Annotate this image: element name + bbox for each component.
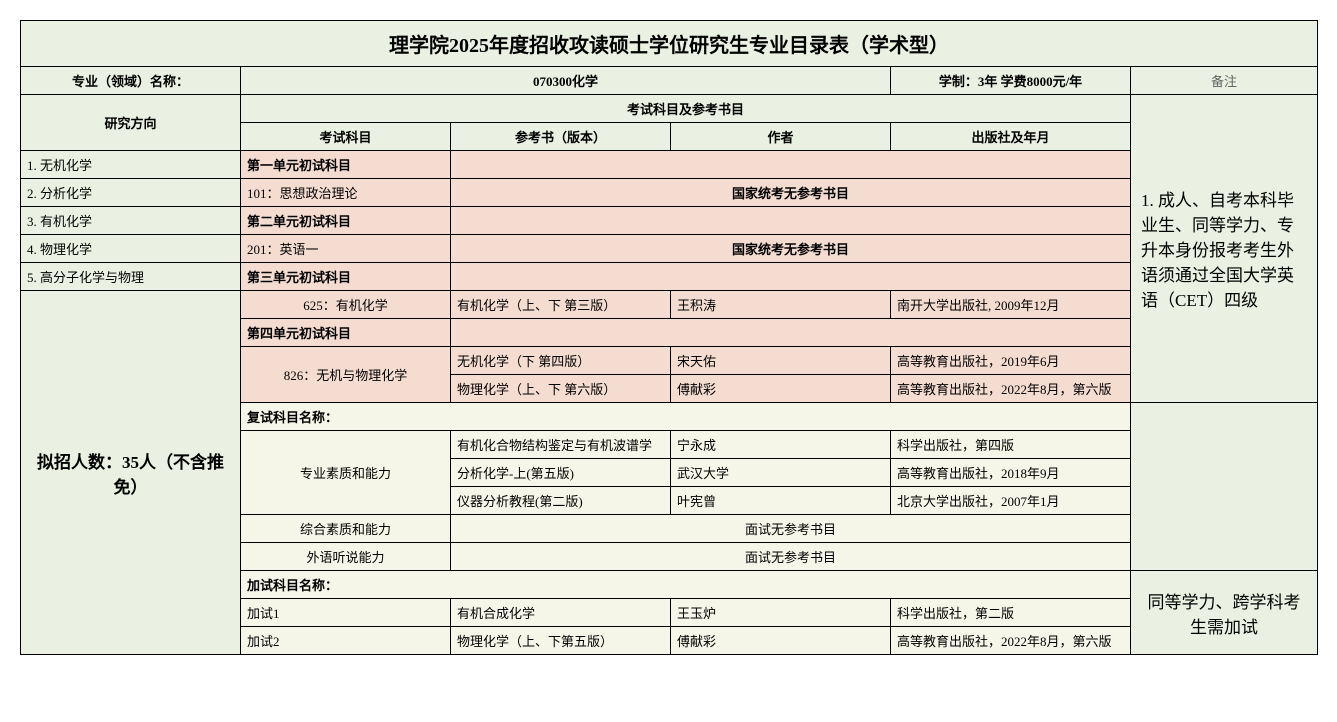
page-title: 理学院2025年度招收攻读硕士学位研究生专业目录表（学术型） [21,21,1318,67]
col-author: 作者 [671,123,891,151]
duration-fee: 学制：3年 学费8000元/年 [891,67,1131,95]
retest-s1-pub3: 北京大学出版社，2007年1月 [891,487,1131,515]
direction-1: 1. 无机化学 [21,151,241,179]
direction-2: 2. 分析化学 [21,179,241,207]
retest-s1-pub1: 科学出版社，第四版 [891,431,1131,459]
subj-101-note: 国家统考无参考书目 [451,179,1131,207]
notes-1: 1. 成人、自考本科毕业生、同等学力、专升本身份报考考生外语须通过全国大学英语（… [1131,95,1318,403]
subj-826-pub1: 高等教育出版社，2019年6月 [891,347,1131,375]
subj-826-author1: 宋天佑 [671,347,891,375]
retest-s1-book2: 分析化学-上(第五版) [451,459,671,487]
notes-blank [1131,403,1318,571]
col-exam: 考试科目 [241,123,451,151]
add2-pub: 高等教育出版社，2022年8月，第六版 [891,627,1131,655]
catalog-table: 理学院2025年度招收攻读硕士学位研究生专业目录表（学术型） 专业（领域）名称：… [20,20,1318,655]
notes-header: 备注 [1131,67,1318,95]
subj-625-author: 王积涛 [671,291,891,319]
unit-3: 第三单元初试科目 [241,263,451,291]
retest-s3: 外语听说能力 [241,543,451,571]
subj-625-pub: 南开大学出版社, 2009年12月 [891,291,1131,319]
unit-1: 第一单元初试科目 [241,151,451,179]
col-book: 参考书（版本） [451,123,671,151]
retest-s1: 专业素质和能力 [241,431,451,515]
subj-201: 201：英语一 [241,235,451,263]
notes-2: 同等学力、跨学科考生需加试 [1131,571,1318,655]
unit1-blank [451,151,1131,179]
retest-s1-author1: 宁永成 [671,431,891,459]
unit2-blank [451,207,1131,235]
enroll-count: 拟招人数：35人（不含推免） [21,291,241,655]
add-header: 加试科目名称： [241,571,1131,599]
subj-201-note: 国家统考无参考书目 [451,235,1131,263]
subj-101: 101：思想政治理论 [241,179,451,207]
exam-header: 考试科目及参考书目 [241,95,1131,123]
retest-header: 复试科目名称： [241,403,1131,431]
subj-826-book2: 物理化学（上、下 第六版） [451,375,671,403]
major-label: 专业（领域）名称： [21,67,241,95]
retest-s1-book3: 仪器分析教程(第二版) [451,487,671,515]
add1-name: 加试1 [241,599,451,627]
retest-s1-pub2: 高等教育出版社，2018年9月 [891,459,1131,487]
add1-book: 有机合成化学 [451,599,671,627]
subj-826-book1: 无机化学（下 第四版） [451,347,671,375]
direction-4: 4. 物理化学 [21,235,241,263]
add1-author: 王玉炉 [671,599,891,627]
retest-s2: 综合素质和能力 [241,515,451,543]
direction-3: 3. 有机化学 [21,207,241,235]
direction-header: 研究方向 [21,95,241,151]
retest-s2-note: 面试无参考书目 [451,515,1131,543]
add2-name: 加试2 [241,627,451,655]
retest-s1-book1: 有机化合物结构鉴定与有机波谱学 [451,431,671,459]
unit-4: 第四单元初试科目 [241,319,451,347]
retest-s1-author2: 武汉大学 [671,459,891,487]
col-pub: 出版社及年月 [891,123,1131,151]
add2-author: 傅献彩 [671,627,891,655]
subj-826-pub2: 高等教育出版社，2022年8月，第六版 [891,375,1131,403]
unit3-blank [451,263,1131,291]
direction-5: 5. 高分子化学与物理 [21,263,241,291]
subj-625: 625：有机化学 [241,291,451,319]
subj-625-book: 有机化学（上、下 第三版） [451,291,671,319]
subj-826: 826：无机与物理化学 [241,347,451,403]
retest-s3-note: 面试无参考书目 [451,543,1131,571]
subj-826-author2: 傅献彩 [671,375,891,403]
unit4-blank [451,319,1131,347]
retest-s1-author3: 叶宪曾 [671,487,891,515]
unit-2: 第二单元初试科目 [241,207,451,235]
add1-pub: 科学出版社，第二版 [891,599,1131,627]
add2-book: 物理化学（上、下第五版） [451,627,671,655]
major-value: 070300化学 [241,67,891,95]
